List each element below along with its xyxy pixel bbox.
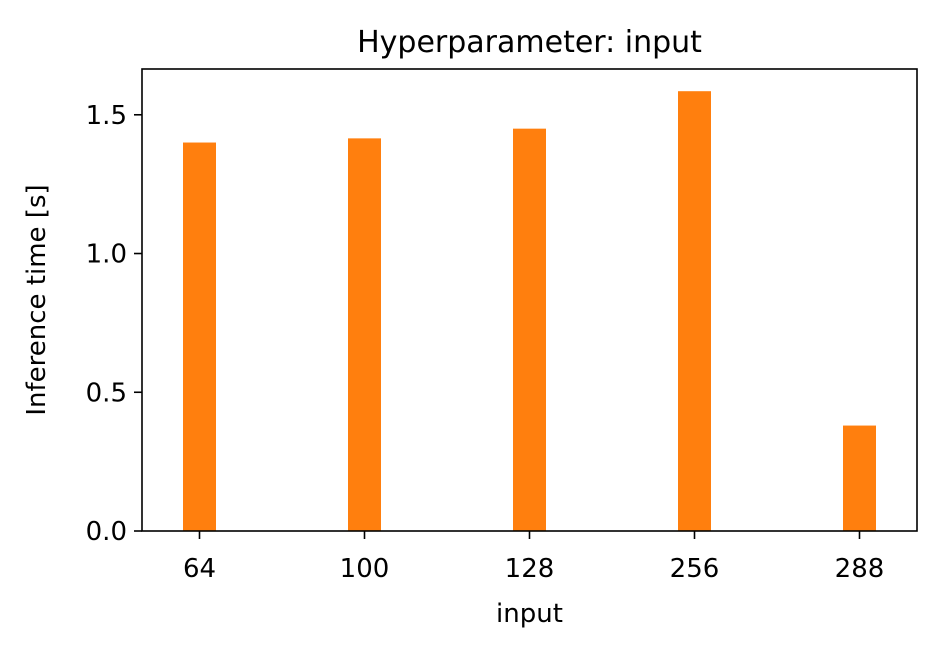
x-tick-label-288: 288 <box>835 554 885 584</box>
x-tick-label-64: 64 <box>183 554 216 584</box>
bar-256 <box>678 91 711 532</box>
x-tick-label-100: 100 <box>340 554 390 584</box>
bar-288 <box>843 425 876 531</box>
x-tick-label-128: 128 <box>505 554 555 584</box>
x-tick-label-256: 256 <box>670 554 720 584</box>
bar-128 <box>513 128 546 531</box>
y-axis-label: Inference time [s] <box>22 184 52 415</box>
bar-100 <box>348 138 381 531</box>
y-tick-label-0.0: 0.0 <box>86 517 127 547</box>
x-axis-label: input <box>496 599 563 629</box>
plot-area: 64 100 128 256 288 0.0 0.5 1.0 1.5 <box>86 68 918 584</box>
y-tick-label-1.5: 1.5 <box>86 101 127 131</box>
bar-64 <box>183 142 216 531</box>
y-tick-label-0.5: 0.5 <box>86 378 127 408</box>
chart-title: Hyperparameter: input <box>357 25 702 60</box>
y-tick-label-1.0: 1.0 <box>86 240 127 270</box>
